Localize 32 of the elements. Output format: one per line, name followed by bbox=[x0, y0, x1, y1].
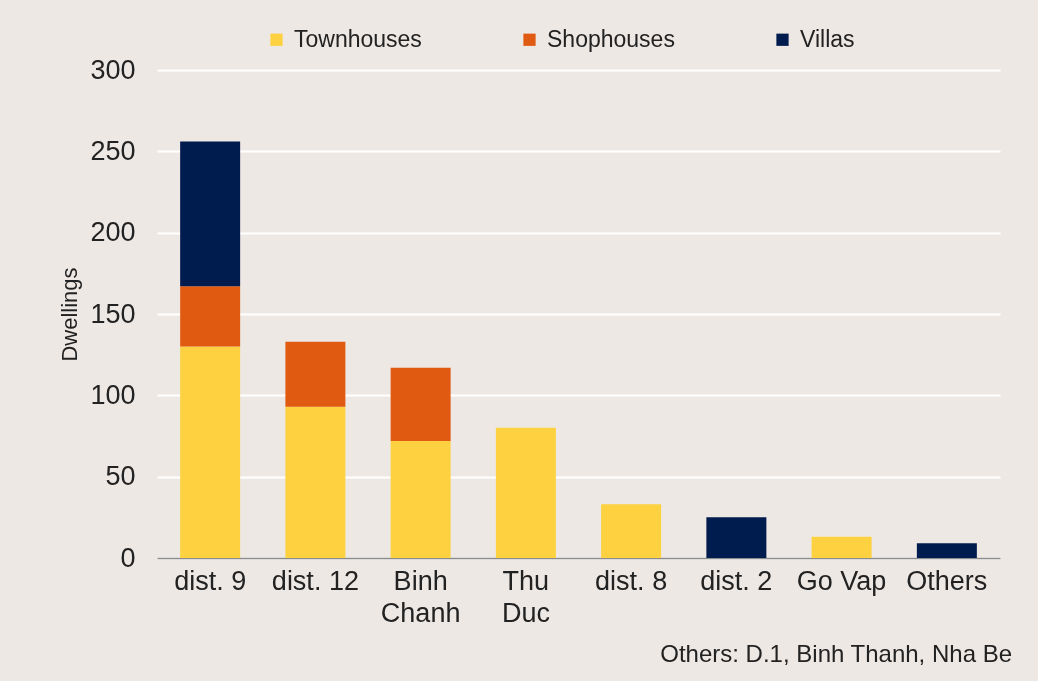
bar bbox=[180, 346, 241, 558]
y-tick-label: 250 bbox=[90, 135, 136, 166]
bar bbox=[601, 504, 662, 558]
bar bbox=[285, 406, 346, 558]
bar bbox=[390, 440, 451, 558]
bar bbox=[180, 286, 241, 347]
x-tick-label: Others bbox=[906, 565, 988, 596]
x-tick-label: Binh Chanh bbox=[380, 565, 461, 628]
x-tick-label: dist. 9 bbox=[174, 565, 247, 596]
bar bbox=[706, 517, 767, 558]
y-axis-title: Dwellings bbox=[57, 267, 83, 362]
y-tick-label: 50 bbox=[105, 461, 136, 492]
text: Others: D.1, Binh Thanh, Nha Be bbox=[660, 640, 1012, 667]
bar bbox=[390, 367, 451, 441]
bar bbox=[180, 141, 241, 287]
bar bbox=[811, 536, 872, 558]
y-tick-label: 100 bbox=[90, 379, 136, 410]
x-tick-label: Go Vap bbox=[796, 565, 887, 596]
x-tick-label: dist. 8 bbox=[595, 565, 668, 596]
x-tick-label: Thu Duc bbox=[501, 565, 550, 628]
y-tick-label: 200 bbox=[90, 217, 136, 248]
y-tick-label: 150 bbox=[90, 298, 136, 329]
y-tick-label: 300 bbox=[90, 54, 136, 85]
x-tick-label: dist. 2 bbox=[700, 565, 773, 596]
bar bbox=[495, 427, 556, 558]
bar bbox=[916, 543, 977, 558]
legend-label: Villas bbox=[800, 25, 855, 52]
y-tick-label: 0 bbox=[120, 542, 136, 573]
x-tick-label: dist. 12 bbox=[271, 565, 359, 596]
legend-label: Shophouses bbox=[547, 25, 675, 52]
legend-label: Townhouses bbox=[294, 25, 422, 52]
bar bbox=[285, 341, 346, 407]
